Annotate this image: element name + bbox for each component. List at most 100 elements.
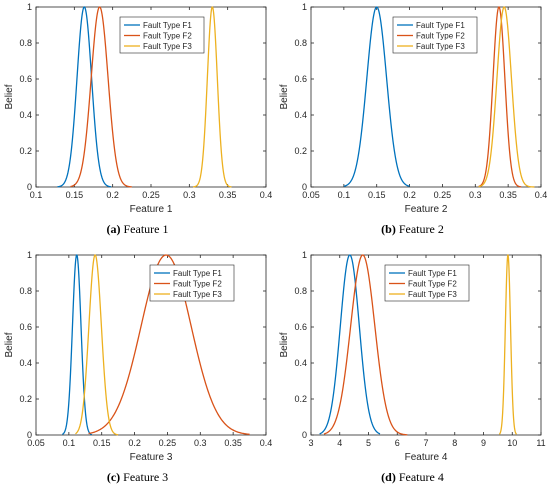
legend-label-f2: Fault Type F2	[416, 32, 465, 41]
y-tick-label: 1	[27, 250, 32, 260]
series-line-f3	[498, 254, 517, 435]
caption-b: (b) Feature 2	[275, 222, 550, 237]
x-tick-label: 0.25	[434, 190, 452, 200]
x-tick-label: 0.3	[183, 190, 196, 200]
y-tick-label: 0.2	[294, 146, 307, 156]
x-tick-label: 6	[395, 438, 400, 448]
x-tick-label: 0.25	[142, 190, 160, 200]
y-tick-label: 0.2	[19, 146, 32, 156]
caption-tag: (c)	[106, 470, 121, 484]
x-tick-label: 4	[337, 438, 342, 448]
legend-label-f3: Fault Type F3	[416, 42, 465, 51]
legend-label-f2: Fault Type F2	[408, 280, 457, 289]
caption-d: (d) Feature 4	[275, 470, 550, 485]
legend-label-f1: Fault Type F1	[416, 21, 465, 30]
y-axis-label: Belief	[279, 332, 290, 357]
x-tick-label: 0.05	[27, 438, 45, 448]
x-tick-label: 0.1	[30, 190, 43, 200]
series-line-f3	[75, 254, 119, 436]
chart-feature-3: 0.05 0.1 0.15 0.2 0.25 0.3 0.35 0.4 0 0.2 0.4 0.6 0.…	[4, 250, 273, 463]
y-axis-label: Belief	[4, 84, 15, 109]
y-tick-label: 1	[302, 2, 307, 12]
x-tick-label: 0.15	[66, 190, 84, 200]
x-tick-label: 0.4	[260, 438, 273, 448]
caption-tag: (d)	[381, 470, 396, 484]
y-tick-label: 0	[27, 430, 32, 440]
series-line-f1	[343, 6, 410, 187]
caption-tag: (a)	[106, 222, 121, 236]
y-tick-label: 0.8	[19, 38, 32, 48]
x-tick-label: 0.2	[106, 190, 119, 200]
x-axis-label: Feature 2	[405, 204, 448, 215]
x-tick-label: 0.15	[93, 438, 111, 448]
y-tick-label: 1	[302, 250, 307, 260]
caption-text: Feature 3	[120, 470, 169, 484]
caption-text: Feature 4	[395, 470, 444, 484]
x-tick-label: 0.05	[302, 190, 320, 200]
x-tick-label: 7	[423, 438, 428, 448]
legend-label-f1: Fault Type F1	[408, 269, 457, 278]
x-tick-label: 3	[308, 438, 313, 448]
y-tick-label: 0.8	[19, 286, 32, 296]
series-line-f2	[323, 254, 408, 436]
y-tick-label: 0.4	[19, 358, 32, 368]
x-tick-label: 8	[452, 438, 457, 448]
series-line-f1	[319, 254, 381, 435]
y-tick-label: 1	[27, 2, 32, 12]
x-tick-label: 0.1	[338, 190, 351, 200]
y-axis-label: Belief	[279, 84, 290, 109]
legend-label-f3: Fault Type F3	[408, 290, 457, 299]
x-tick-label: 0.25	[159, 438, 177, 448]
y-tick-label: 0.2	[294, 394, 307, 404]
y-tick-label: 0	[302, 182, 307, 192]
legend-label-f3: Fault Type F3	[143, 42, 192, 51]
legend-label-f3: Fault Type F3	[173, 290, 222, 299]
y-tick-label: 0.4	[294, 110, 307, 120]
caption-c: (c) Feature 3	[0, 470, 275, 485]
series-line-f3	[478, 6, 535, 188]
x-tick-label: 0.35	[499, 190, 517, 200]
x-tick-label: 10	[507, 438, 517, 448]
caption-text: Feature 2	[395, 222, 444, 236]
y-tick-label: 0.6	[294, 322, 307, 332]
x-tick-label: 0.2	[128, 438, 141, 448]
y-tick-label: 0.2	[19, 394, 32, 404]
legend-label-f2: Fault Type F2	[173, 280, 222, 289]
x-tick-label: 0.4	[260, 190, 273, 200]
series-line-f3	[193, 6, 232, 188]
x-tick-label: 0.15	[368, 190, 386, 200]
y-tick-label: 0.4	[19, 110, 32, 120]
x-tick-label: 5	[366, 438, 371, 448]
legend-box	[119, 16, 205, 54]
legend-label-f1: Fault Type F1	[143, 21, 192, 30]
y-tick-label: 0.6	[294, 74, 307, 84]
chart-feature-1: 0.1 0.15 0.2 0.25 0.3 0.35 0.4 0 0.2 0.4 0.6 0.8 1 Fe…	[4, 2, 273, 215]
series-line-f2	[478, 6, 522, 188]
y-tick-label: 0.8	[294, 286, 307, 296]
legend-label-f2: Fault Type F2	[143, 32, 192, 41]
x-tick-label: 0.4	[535, 190, 548, 200]
caption-tag: (b)	[381, 222, 396, 236]
legend-label-f1: Fault Type F1	[173, 269, 222, 278]
panel-feature-1: 0.1 0.15 0.2 0.25 0.3 0.35 0.4 0 0.2 0.4 0.6 0.8 1 Fe…	[0, 0, 275, 246]
x-tick-label: 0.1	[63, 438, 76, 448]
x-tick-label: 9	[481, 438, 486, 448]
y-tick-label: 0.6	[19, 322, 32, 332]
x-axis-label: Feature 3	[130, 452, 173, 463]
y-axis-label: Belief	[4, 332, 15, 357]
series-line-f2	[88, 254, 250, 435]
x-axis-label: Feature 4	[405, 452, 448, 463]
y-tick-label: 0.8	[294, 38, 307, 48]
x-tick-label: 0.35	[219, 190, 237, 200]
x-tick-label: 0.35	[224, 438, 242, 448]
series-line-f2	[70, 6, 132, 188]
x-tick-label: 0.2	[403, 190, 416, 200]
panel-feature-3: 0.05 0.1 0.15 0.2 0.25 0.3 0.35 0.4 0 0.2 0.4 0.6 0.…	[0, 248, 275, 494]
caption-a: (a) Feature 1	[0, 222, 275, 237]
chart-feature-2: 0.05 0.1 0.15 0.2 0.25 0.3 0.35 0.4 0 0.2 0.4 0.6 0.…	[279, 2, 548, 215]
chart-feature-4: 3 4 5 6 7 8 9 10 11 0 0.2 0.4 0.6 0.8 1 Feature 4 Belief…	[279, 250, 546, 463]
